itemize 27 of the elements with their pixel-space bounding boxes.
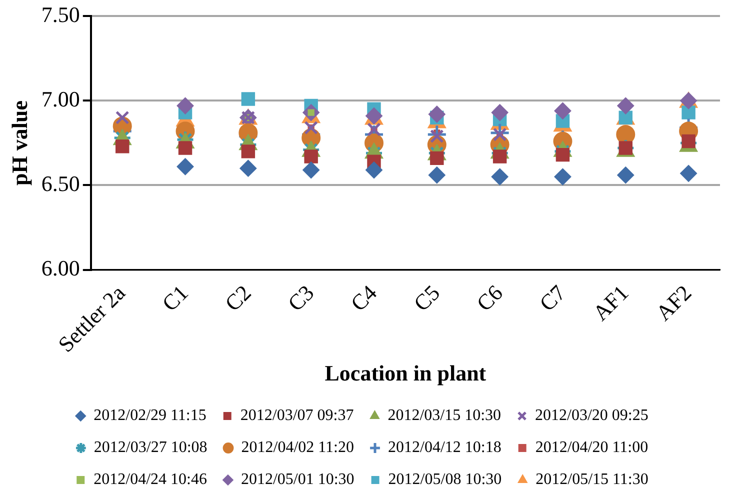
x-tick-label: C4 [346,280,382,316]
legend-label: 2012/03/15 10:30 [388,407,502,424]
x-tick-label: C5 [408,280,445,316]
legend-label: 2012/03/07 09:37 [240,407,354,424]
y-tick-label: 6.50 [41,171,80,196]
x-tick-label: C1 [157,280,193,316]
legend-label: 2012/05/08 10:30 [388,471,502,488]
legend-label: 2012/04/24 10:46 [94,471,207,488]
y-tick-label: 7.00 [41,86,80,112]
legend-label: 2012/05/01 10:30 [240,471,354,488]
y-tick-label: 6.00 [41,256,80,281]
y-axis-title: pH value [6,100,32,186]
legend-label: 2012/02/29 11:15 [94,407,206,424]
x-axis-title: Location in plant [324,360,487,386]
x-tick-label: C6 [472,280,508,316]
legend-label: 2012/03/20 09:25 [535,407,648,424]
x-tick-label: C3 [282,280,319,316]
y-tick-label: 7.50 [41,2,80,27]
legend-label: 2012/04/12 10:18 [388,439,502,456]
legend-label: 2012/04/20 11:00 [535,439,648,456]
x-tick-label: AF1 [588,280,634,326]
x-tick-label: C7 [534,280,570,316]
legend-label: 2012/04/02 11:20 [241,439,354,456]
legend-label: 2012/03/27 10:08 [94,439,208,456]
x-tick-label: C2 [220,280,256,316]
x-tick-label: AF2 [650,280,696,326]
legend-label: 2012/05/15 11:30 [536,471,648,488]
